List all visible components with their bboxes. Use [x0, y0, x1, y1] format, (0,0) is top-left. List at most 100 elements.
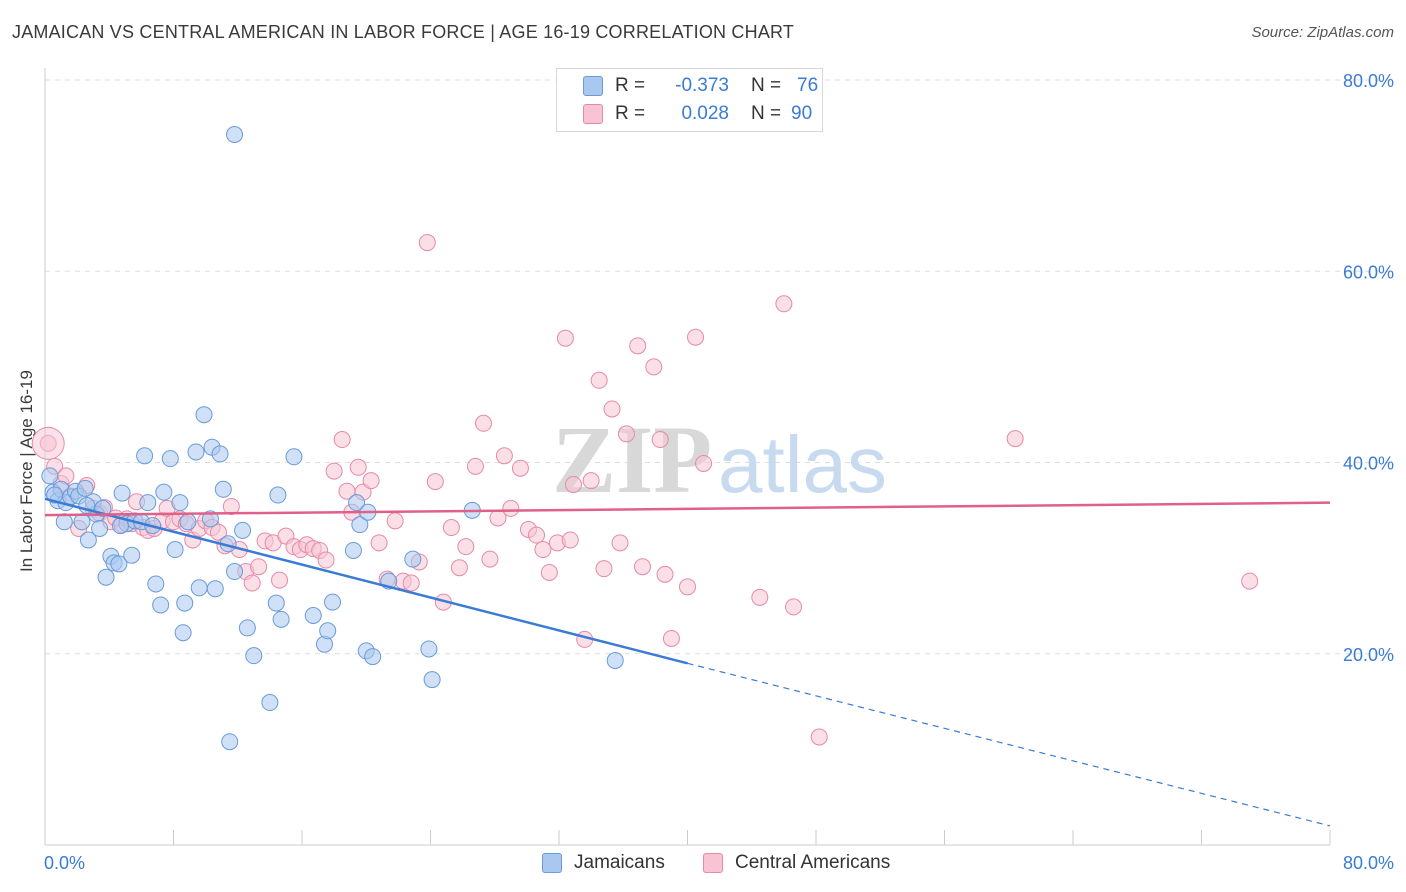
jamaicans-point — [304, 607, 322, 624]
jamaicans-point — [226, 563, 244, 581]
central-americans-point — [271, 571, 289, 589]
central-americans-point — [617, 425, 635, 443]
central-americans-point — [426, 473, 444, 491]
jamaicans-point — [147, 575, 165, 593]
bottom-legend-swatch-pink — [703, 853, 723, 873]
jamaicans-point — [41, 467, 59, 485]
jamaicans-point — [201, 510, 219, 528]
legend-row-jamaicans: R = -0.373 N = 76 — [583, 73, 818, 99]
jamaicans-point — [155, 483, 173, 501]
central-americans-point — [564, 475, 582, 493]
central-americans-point — [556, 329, 574, 347]
jamaicans-point — [139, 494, 157, 512]
central-americans-point — [645, 358, 663, 376]
jamaicans-point — [76, 479, 94, 497]
x-tick-label-min: 0.0% — [44, 853, 85, 873]
central-americans-point — [629, 337, 647, 355]
bottom-legend-central-americans[interactable]: Central Americans — [703, 852, 890, 874]
legend-n-label: N = — [751, 103, 782, 124]
jamaicans-points — [41, 126, 624, 751]
central-americans-point — [325, 462, 343, 480]
jamaicans-point — [166, 541, 184, 559]
central-americans-point-large — [31, 426, 65, 460]
jamaicans-point — [211, 445, 229, 463]
central-americans-point — [511, 459, 529, 477]
jamaicans-trend-extension — [687, 662, 1331, 827]
central-americans-point — [634, 558, 652, 576]
central-americans-point — [243, 574, 261, 592]
y-tick-labels: 20.0% 40.0% 60.0% 80.0% — [1343, 71, 1394, 665]
central-americans-points — [31, 234, 1259, 746]
jamaicans-point — [174, 624, 192, 642]
legend-n-value: 90 — [791, 103, 813, 124]
central-americans-point — [1241, 572, 1259, 590]
watermark: ZIP atlas — [552, 406, 887, 513]
jamaicans-point — [136, 447, 154, 465]
central-americans-point — [386, 512, 404, 530]
jamaicans-point — [73, 513, 91, 531]
central-americans-point — [603, 400, 621, 418]
jamaicans-point — [97, 568, 115, 586]
central-americans-point — [1006, 430, 1024, 448]
central-americans-point — [317, 551, 335, 569]
central-americans-point — [418, 234, 436, 252]
jamaicans-point — [606, 651, 624, 669]
jamaicans-point — [214, 480, 232, 498]
legend-r-value: -0.373 — [675, 75, 729, 96]
jamaicans-point — [190, 579, 208, 597]
legend-swatch-pink — [583, 104, 603, 124]
jamaicans-point — [221, 733, 239, 751]
central-americans-point — [695, 454, 713, 472]
jamaicans-point — [79, 531, 97, 549]
central-americans-point — [785, 598, 803, 616]
central-americans-point — [751, 588, 769, 606]
jamaicans-point — [152, 596, 170, 614]
central-americans-point — [349, 458, 367, 476]
x-tick-label-max: 80.0% — [1343, 853, 1394, 873]
central-americans-point — [810, 728, 828, 746]
jamaicans-point — [423, 671, 441, 689]
jamaicans-point — [285, 448, 303, 466]
central-americans-point — [333, 431, 351, 449]
central-americans-point — [402, 574, 420, 592]
jamaicans-point — [269, 486, 287, 504]
central-americans-point — [561, 531, 579, 549]
jamaicans-point — [261, 694, 279, 712]
jamaicans-point — [351, 516, 369, 534]
grid-lines — [45, 79, 1395, 655]
jamaicans-point — [245, 647, 263, 665]
central-americans-point — [362, 472, 380, 490]
jamaicans-point — [319, 622, 337, 640]
legend-r-label: R = — [615, 103, 646, 124]
jamaicans-point — [161, 450, 179, 468]
central-americans-point — [450, 559, 468, 577]
y-tick-label: 60.0% — [1343, 262, 1394, 282]
trend-lines — [44, 497, 1331, 827]
central-americans-point — [370, 534, 388, 552]
watermark-atlas: atlas — [718, 420, 887, 509]
central-americans-point — [495, 447, 513, 465]
jamaicans-point — [420, 640, 438, 658]
central-americans-point — [582, 472, 600, 490]
bottom-legend-jamaicans[interactable]: Jamaicans — [542, 852, 665, 874]
x-ticks — [173, 830, 1331, 845]
central-americans-point — [250, 558, 268, 576]
jamaicans-point — [238, 619, 256, 637]
jamaicans-point — [364, 648, 382, 666]
legend-swatch-blue — [583, 76, 603, 96]
central-americans-point — [481, 550, 499, 568]
bottom-legend-label: Jamaicans — [574, 852, 665, 873]
jamaicans-trend-line — [44, 497, 688, 665]
central-americans-point — [442, 519, 460, 537]
legend-n-value: 76 — [797, 75, 819, 96]
jamaicans-point — [234, 521, 252, 539]
central-americans-point — [611, 534, 629, 552]
jamaicans-point — [171, 494, 189, 512]
jamaicans-point — [348, 494, 366, 512]
jamaicans-point — [206, 580, 224, 598]
jamaicans-point — [176, 594, 194, 612]
jamaicans-point — [187, 443, 205, 461]
central-americans-point — [662, 629, 680, 647]
legend-n-label: N = — [751, 75, 782, 96]
